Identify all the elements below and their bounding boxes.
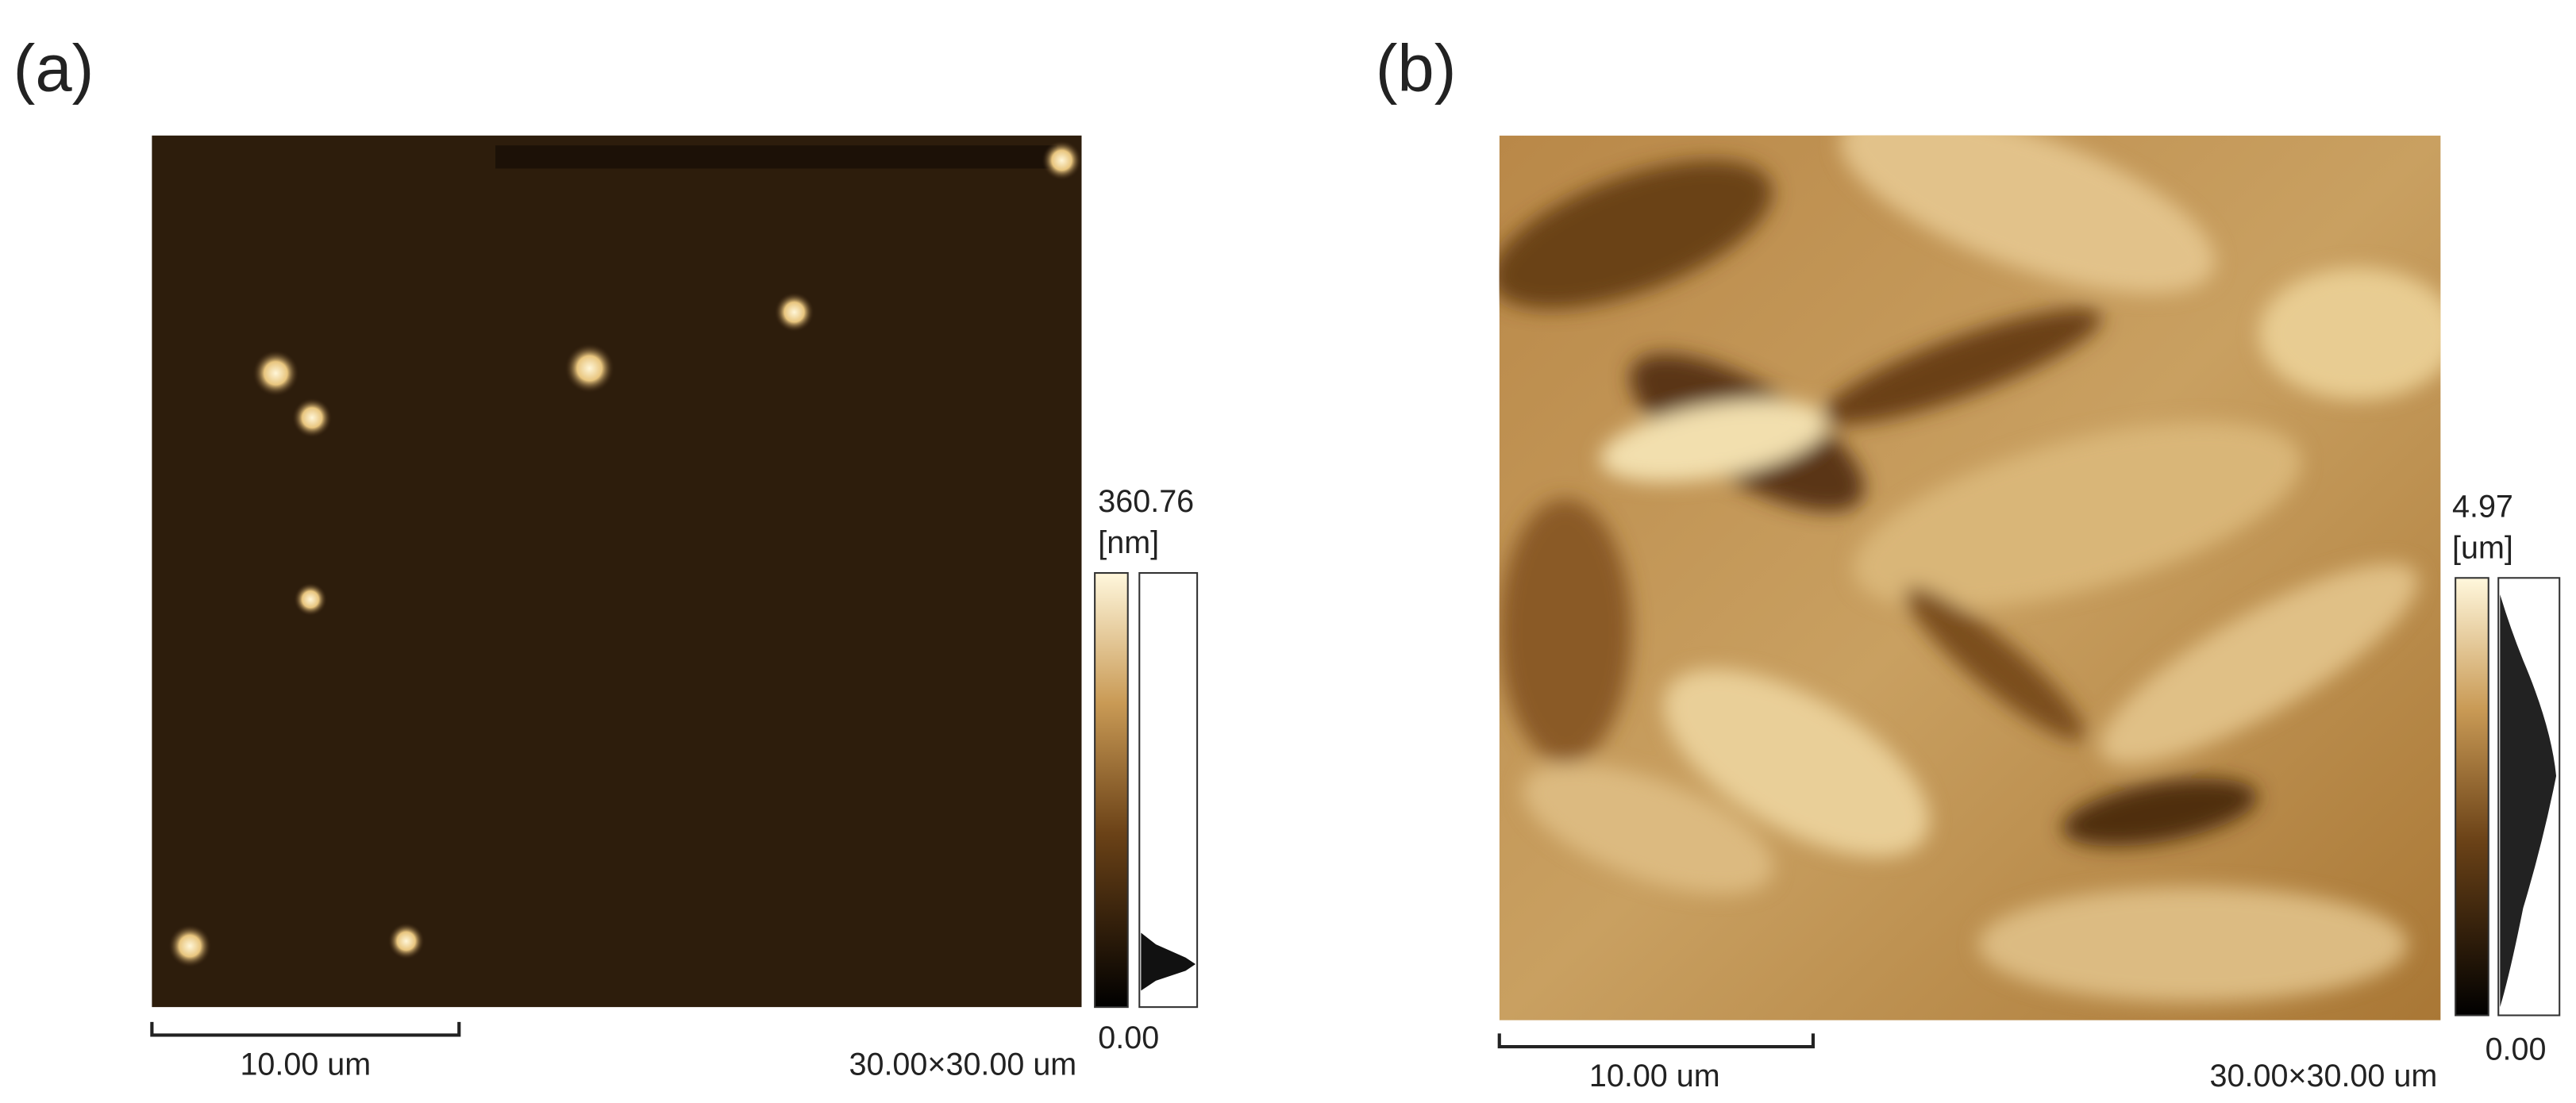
colorbar [2455, 577, 2489, 1017]
histogram [1138, 572, 1199, 1009]
panel-label: (b) [1376, 32, 1457, 106]
histogram-shape [2500, 594, 2557, 1008]
scan-size: 30.00×30.00 um [849, 1047, 1077, 1082]
colorbar [1094, 572, 1129, 1009]
colorbar-max: 4.97 [2452, 489, 2513, 524]
afm-image [152, 135, 1082, 1008]
scan-size: 30.00×30.00 um [2210, 1059, 2438, 1093]
histogram-peak [1141, 932, 1196, 991]
scale-bar [1497, 1033, 1816, 1049]
colorbar-min: 0.00 [2486, 1032, 2547, 1067]
scale-bar [150, 1021, 461, 1037]
panel-label: (a) [13, 32, 94, 106]
scale-bar-label: 10.00 um [1589, 1059, 1720, 1093]
scale-bar-label: 10.00 um [240, 1047, 371, 1082]
colorbar-unit: [um] [2452, 530, 2513, 565]
afm-image [1499, 135, 2441, 1020]
colorbar-max: 360.76 [1098, 484, 1194, 519]
colorbar-min: 0.00 [1098, 1020, 1159, 1055]
colorbar-unit: [nm] [1098, 525, 1159, 560]
